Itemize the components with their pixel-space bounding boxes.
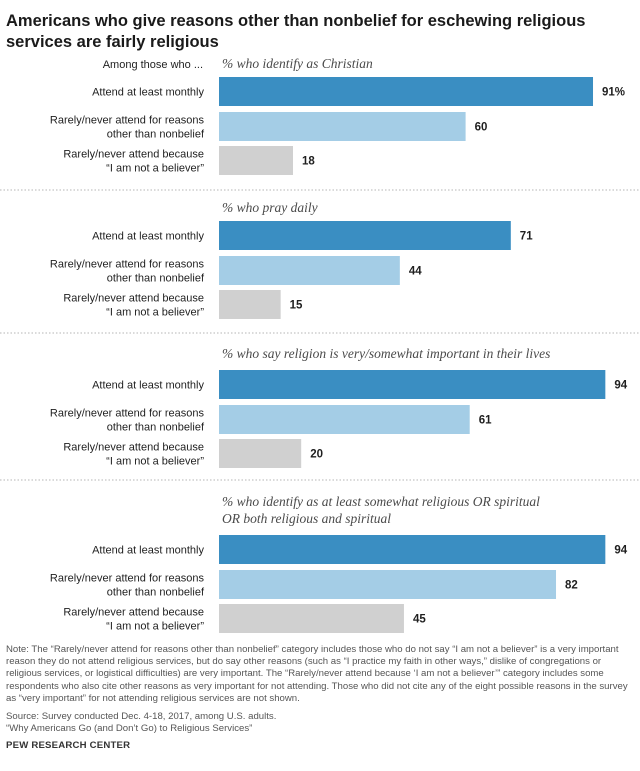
bar xyxy=(219,256,400,285)
pew-logo-text: PEW RESEARCH CENTER xyxy=(6,740,131,751)
category-label: “I am not a believer” xyxy=(106,621,204,633)
value-label: 91% xyxy=(602,87,625,99)
bar xyxy=(219,570,557,599)
panel-heading: % who identify as Christian xyxy=(222,56,373,71)
category-label: Attend at least monthly xyxy=(92,380,204,392)
category-label: Rarely/never attend because xyxy=(63,293,204,305)
row-header: Among those who ... xyxy=(103,59,203,71)
category-label: Rarely/never attend for reasons xyxy=(50,408,205,420)
panel-heading: OR both religious and spiritual xyxy=(222,511,391,526)
category-label: Attend at least monthly xyxy=(92,87,204,99)
bar xyxy=(219,146,293,175)
value-label: 94 xyxy=(614,545,627,557)
value-label: 94 xyxy=(614,380,627,392)
category-label: “I am not a believer” xyxy=(106,307,204,319)
value-label: 45 xyxy=(413,614,426,626)
category-label: Rarely/never attend for reasons xyxy=(50,115,205,127)
panel-heading: % who say religion is very/somewhat impo… xyxy=(222,346,550,361)
chart-note: Note: The “Rarely/never attend for reaso… xyxy=(6,644,628,704)
category-label: Rarely/never attend because xyxy=(63,442,204,454)
bar xyxy=(219,535,606,564)
value-label: 60 xyxy=(475,122,488,134)
category-label: Rarely/never attend because xyxy=(63,149,204,161)
category-label: other than nonbelief xyxy=(107,587,205,599)
value-label: 44 xyxy=(409,266,422,278)
panel-heading: % who pray daily xyxy=(222,200,318,215)
category-label: Attend at least monthly xyxy=(92,231,204,243)
value-label: 61 xyxy=(479,415,492,427)
bar xyxy=(219,221,511,250)
panel-heading: % who identify as at least somewhat reli… xyxy=(222,494,540,509)
category-label: Rarely/never attend for reasons xyxy=(50,259,205,271)
bar xyxy=(219,604,404,633)
category-label: other than nonbelief xyxy=(107,273,205,285)
category-label: other than nonbelief xyxy=(107,422,205,434)
chart-title: Americans who give reasons other than no… xyxy=(6,12,586,51)
value-label: 71 xyxy=(520,231,533,243)
bar xyxy=(219,112,466,141)
report-title: “Why Americans Go (and Don’t Go) to Reli… xyxy=(6,723,253,734)
value-label: 18 xyxy=(302,156,315,168)
category-label: “I am not a believer” xyxy=(106,456,204,468)
bar xyxy=(219,77,594,106)
bar xyxy=(219,370,606,399)
bar xyxy=(219,405,470,434)
value-label: 82 xyxy=(565,580,578,592)
category-label: Rarely/never attend because xyxy=(63,607,204,619)
chart-source: Source: Survey conducted Dec. 4-18, 2017… xyxy=(6,711,277,722)
bar xyxy=(219,290,281,319)
value-label: 20 xyxy=(310,449,323,461)
bar xyxy=(219,439,302,468)
category-label: Rarely/never attend for reasons xyxy=(50,573,205,585)
category-label: Attend at least monthly xyxy=(92,545,204,557)
category-label: “I am not a believer” xyxy=(106,163,204,175)
value-label: 15 xyxy=(290,300,303,312)
category-label: other than nonbelief xyxy=(107,129,205,141)
